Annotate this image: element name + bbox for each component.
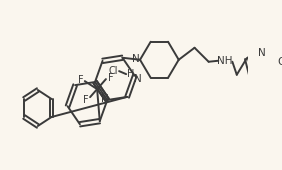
Text: NH: NH — [217, 56, 232, 66]
Text: F: F — [78, 75, 83, 85]
Text: N: N — [133, 74, 141, 84]
Text: Cl: Cl — [108, 66, 118, 76]
Text: F: F — [83, 95, 89, 105]
Text: N: N — [258, 48, 266, 58]
Text: N: N — [132, 54, 140, 64]
Text: O: O — [278, 57, 282, 67]
Text: F: F — [107, 73, 113, 83]
Text: N: N — [101, 94, 109, 104]
Text: H: H — [127, 69, 134, 79]
